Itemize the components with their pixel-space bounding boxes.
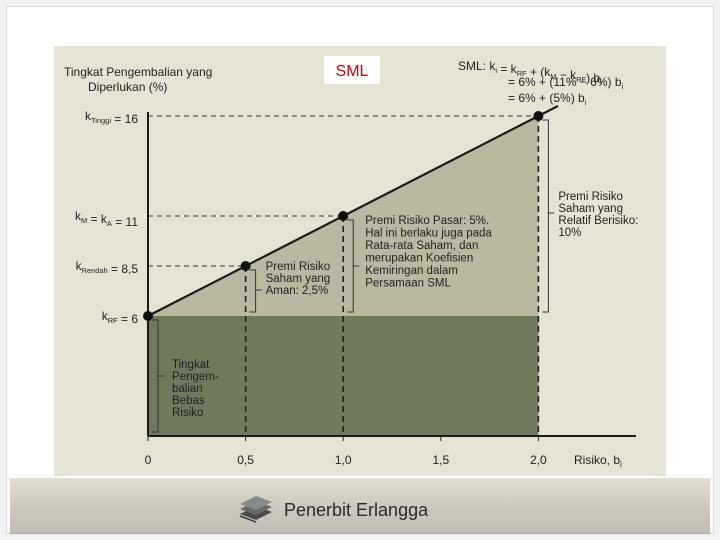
- data-point-1: [240, 261, 251, 271]
- x-tick-label-0: 0: [145, 453, 152, 467]
- title-box: [324, 56, 380, 84]
- bracket-relatively-risky: [542, 119, 555, 313]
- equation-line-2: = 6% + (5%) bi: [508, 91, 587, 107]
- data-point-0: [143, 311, 153, 321]
- y-level-label-0: kTinggi = 16: [85, 109, 138, 126]
- annotation-market-risk-premium: Premi Risiko Pasar: 5%. Hal ini berlaku j…: [365, 215, 492, 290]
- sml-chart: 0 0,5 1,0 1,5 2,0 Risiko, bi kTinggi = 16 kM = …: [64, 56, 638, 469]
- x-axis-label: Risiko, bi: [574, 453, 622, 469]
- y-level-label-2: kRendah = 8,5: [76, 259, 139, 276]
- chart-marks: [143, 105, 559, 321]
- x-tick-label-3: 1,5: [432, 453, 449, 467]
- data-point-3: [533, 111, 544, 121]
- guide-lines: [148, 115, 540, 436]
- data-point-2: [338, 211, 349, 221]
- publisher-name: Penerbit Erlangga: [284, 499, 429, 520]
- x-tick-label-2: 1,0: [335, 453, 352, 467]
- chart-labels: 0 0,5 1,0 1,5 2,0 Risiko, bi kTinggi = 16 kM = …: [64, 56, 624, 469]
- chart-annotations: Premi Risiko Saham yang Relatif Berisiko: 1…: [152, 119, 638, 433]
- bracket-risk-free: [152, 319, 164, 433]
- y-level-label-1: kM = kA = 11: [75, 209, 138, 229]
- annotation-risk-free-return: Tingkat Pengem-balian Bebas Risiko: [172, 359, 219, 419]
- annotation-relatively-risky-premium: Premi Risiko Saham yang Relatif Berisiko: 1…: [558, 191, 638, 239]
- sml-line: [147, 105, 559, 317]
- bracket-safe-stock: [249, 269, 262, 313]
- equation-line-0: SML: ki = kRF + (kM − kRF) bi: [458, 59, 602, 87]
- bracket-market-premium: [347, 219, 360, 313]
- x-tick-label-4: 2,0: [530, 453, 547, 467]
- decorative-photo-band: [10, 478, 710, 534]
- sml-chart-panel: 0 0,5 1,0 1,5 2,0 Risiko, bi kTinggi = 16 kM = …: [54, 46, 666, 476]
- x-tick-label-1: 0,5: [237, 453, 254, 467]
- axes: [147, 112, 636, 437]
- equation-line-1: = 6% + (11% − 6%) bi: [508, 75, 624, 91]
- annotation-safe-stock-premium: Premi Risiko Saham yang Aman: 2,5%: [266, 261, 331, 297]
- chart-title: SML: [336, 63, 369, 80]
- y-level-label-3: kRF = 6: [102, 309, 139, 326]
- book-stack-icon: [239, 496, 272, 523]
- publisher-footer: Penerbit Erlangga: [238, 490, 428, 530]
- y-axis-title: Tingkat Pengembalian yang Diperlukan (%): [64, 65, 212, 94]
